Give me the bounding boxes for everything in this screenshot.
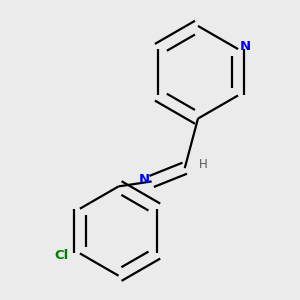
Text: H: H: [199, 158, 207, 171]
Text: Cl: Cl: [55, 248, 69, 262]
Text: N: N: [139, 173, 150, 186]
Text: N: N: [240, 40, 251, 53]
